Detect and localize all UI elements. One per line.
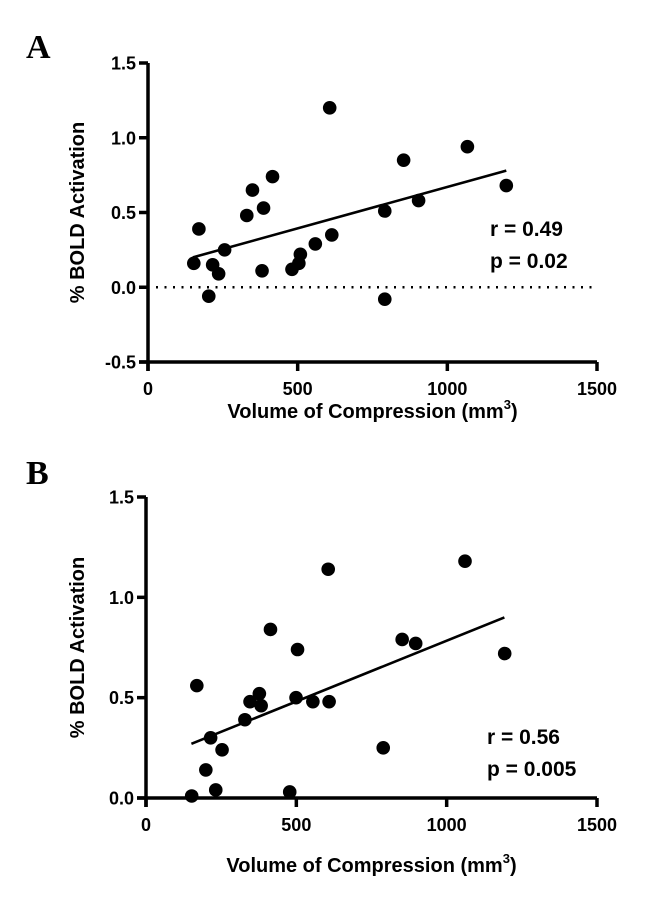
data-point xyxy=(395,632,409,647)
data-point xyxy=(239,208,254,223)
panel-letter-b: B xyxy=(26,455,49,492)
y-ticks: 0.0 0.5 1.0 1.5 xyxy=(109,488,146,809)
x-tick-label: 500 xyxy=(283,379,313,399)
x-axis-title-end: ) xyxy=(511,401,518,423)
y-tick-label: 1.0 xyxy=(109,588,134,608)
x-tick-label: 1500 xyxy=(577,815,617,835)
data-point xyxy=(192,222,206,236)
x-tick-label: 0 xyxy=(141,815,151,835)
data-point xyxy=(411,193,426,208)
data-point xyxy=(203,731,218,745)
x-tick-label: 1000 xyxy=(427,379,467,399)
data-point xyxy=(245,183,260,197)
x-tick-label: 1000 xyxy=(427,815,467,835)
data-point xyxy=(290,642,305,657)
data-point xyxy=(186,256,201,271)
data-point xyxy=(243,694,257,709)
x-axis-title: Volume of Compression (mm3) xyxy=(227,397,517,423)
data-point xyxy=(252,686,267,701)
data-point xyxy=(460,139,475,154)
data-point xyxy=(201,289,216,304)
data-point xyxy=(293,247,308,262)
data-point xyxy=(458,554,472,569)
data-point xyxy=(377,204,392,218)
data-point xyxy=(215,743,229,757)
axes xyxy=(137,497,597,807)
regression-line xyxy=(192,169,507,259)
data-point xyxy=(321,562,336,577)
data-point xyxy=(190,678,204,693)
y-tick-label: -0.5 xyxy=(105,353,136,373)
data-point xyxy=(322,101,337,115)
panel-letter-a: A xyxy=(26,29,51,66)
data-points xyxy=(184,554,512,803)
data-point xyxy=(499,178,514,193)
data-point xyxy=(377,292,392,307)
x-tick-label: 500 xyxy=(281,815,311,835)
x-tick-label: 1500 xyxy=(577,379,617,399)
regression-line xyxy=(190,616,505,746)
x-axis-title-end: ) xyxy=(510,855,517,877)
y-tick-label: 1.5 xyxy=(109,488,134,508)
y-axis-title: % BOLD Activation xyxy=(67,122,89,304)
data-point xyxy=(217,243,232,257)
data-point xyxy=(322,694,336,709)
data-points xyxy=(186,101,514,307)
x-axis-title-sup: 3 xyxy=(503,851,510,866)
stat-r: r = 0.56 xyxy=(487,726,560,749)
data-point xyxy=(376,741,391,755)
data-point xyxy=(306,694,320,709)
stat-p: p = 0.02 xyxy=(490,250,568,273)
y-tick-label: 1.5 xyxy=(111,54,136,74)
data-point xyxy=(308,237,323,251)
panel-b: B 0.0 0.5 1.0 1.5 0 500 1000 1500 % BOLD Activ… xyxy=(26,455,617,877)
data-point xyxy=(238,712,252,727)
data-point xyxy=(255,264,269,278)
y-ticks: -0.5 0.0 0.5 1.0 1.5 xyxy=(105,54,148,373)
y-tick-label: 0.0 xyxy=(111,278,136,298)
data-point xyxy=(324,228,339,242)
x-axis-title-main: Volume of Compression (mm xyxy=(226,855,502,877)
y-tick-label: 0.5 xyxy=(111,203,136,223)
data-point xyxy=(408,636,423,651)
data-point xyxy=(263,622,278,637)
y-tick-label: 0.5 xyxy=(109,688,134,708)
data-point xyxy=(211,266,226,281)
data-point xyxy=(265,169,280,184)
x-ticks: 0 500 1000 1500 xyxy=(141,798,617,835)
x-tick-label: 0 xyxy=(143,379,153,399)
data-point xyxy=(254,698,268,713)
x-axis-title: Volume of Compression (mm3) xyxy=(226,851,516,877)
data-point xyxy=(256,201,271,215)
data-point xyxy=(184,789,199,803)
data-point xyxy=(199,763,213,777)
data-point xyxy=(289,690,303,705)
x-ticks: 0 500 1000 1500 xyxy=(143,362,617,399)
stat-r: r = 0.49 xyxy=(490,218,563,241)
data-point xyxy=(396,153,411,167)
y-tick-label: 0.0 xyxy=(109,789,134,809)
axes xyxy=(139,63,597,371)
x-axis-title-sup: 3 xyxy=(504,397,511,412)
stat-p: p = 0.005 xyxy=(487,758,577,781)
data-point xyxy=(497,646,512,661)
y-tick-label: 1.0 xyxy=(111,128,136,148)
data-point xyxy=(208,783,223,797)
x-axis-title-main: Volume of Compression (mm xyxy=(227,401,503,423)
y-axis-title: % BOLD Activation xyxy=(67,557,89,739)
panel-a: A -0.5 0.0 0.5 1.0 1.5 0 500 1000 1500 % BOLD A… xyxy=(26,29,617,423)
data-point xyxy=(282,785,297,799)
